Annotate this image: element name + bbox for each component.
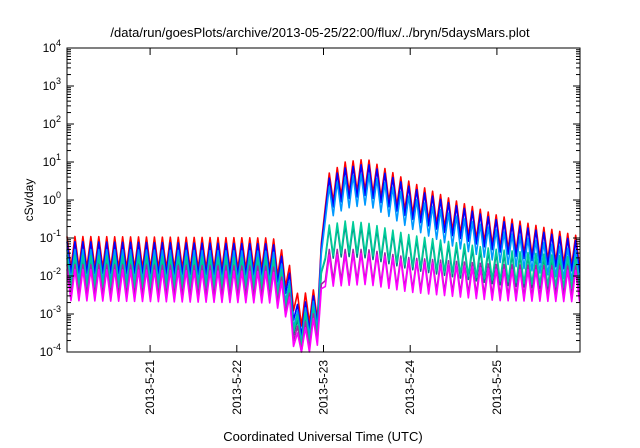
series-line xyxy=(66,164,581,337)
y-axis-label: cSv/day xyxy=(22,179,36,222)
y-tick-label: 10-3 xyxy=(40,304,61,321)
x-tick-label: 2013-5-25 xyxy=(490,360,504,415)
x-tick-label: 2013-5-21 xyxy=(143,360,157,415)
y-tick-label: 104 xyxy=(43,38,61,55)
x-axis: 2013-5-21 2013-5-22 2013-5-23 2013-5-24 2013… xyxy=(143,48,504,415)
y-tick-label: 102 xyxy=(43,114,61,131)
x-tick-label: 2013-5-24 xyxy=(403,360,417,415)
y-tick-label: 10-4 xyxy=(40,342,61,359)
y-tick-label: 101 xyxy=(43,152,61,169)
x-tick-label: 2013-5-22 xyxy=(230,360,244,415)
x-axis-label: Coordinated Universal Time (UTC) xyxy=(223,429,422,444)
plot-frame xyxy=(66,47,581,353)
y-axis: 10-4 10-3 10-2 10-1 100 101 102 103 104 xyxy=(40,38,580,359)
y-tick-label: 10-1 xyxy=(40,228,61,245)
chart-title: /data/run/goesPlots/archive/2013-05-25/2… xyxy=(110,25,530,40)
y-tick-label: 10-2 xyxy=(40,266,61,283)
plot-series xyxy=(66,158,581,353)
x-tick-label: 2013-5-23 xyxy=(317,360,331,415)
series-line xyxy=(66,220,581,348)
y-tick-label: 103 xyxy=(43,76,61,93)
y-tick-label: 100 xyxy=(43,190,61,207)
series-line xyxy=(66,252,581,353)
